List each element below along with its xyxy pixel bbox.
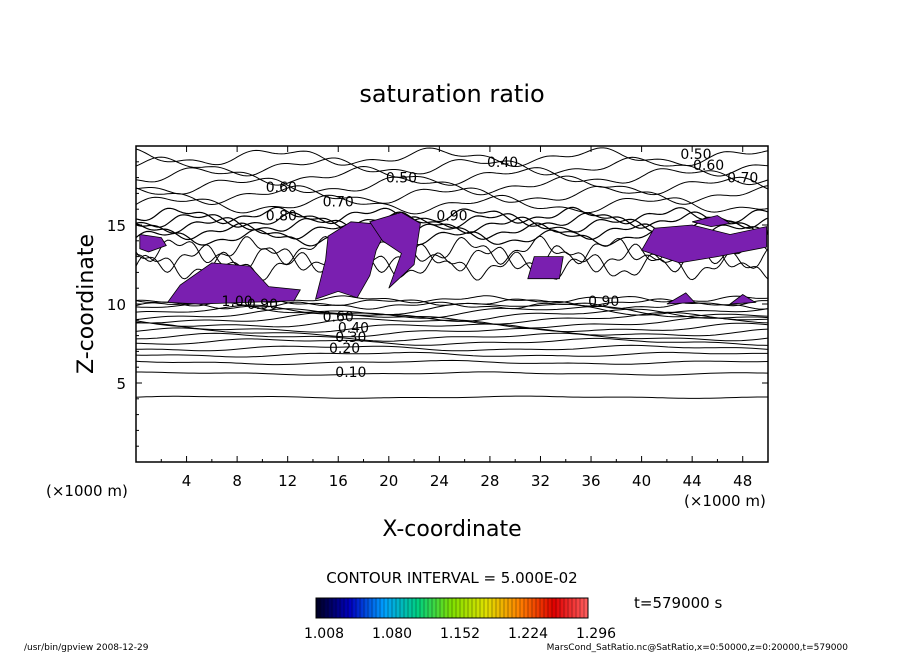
footer-left: /usr/bin/gpview 2008-12-29 [24, 643, 149, 653]
contour-line [136, 345, 768, 351]
colorbar-label: 1.008 [304, 626, 344, 642]
contour-label: 0.60 [323, 310, 354, 326]
contour-line [136, 148, 768, 167]
x-tick-label: 36 [581, 472, 600, 490]
supersaturation-patch [528, 257, 563, 279]
x-tick-label: 8 [232, 472, 242, 490]
time-label: t=579000 s [634, 594, 722, 612]
contour-label: 0.70 [727, 171, 758, 187]
contour-line [136, 323, 768, 332]
chart-title: saturation ratio [359, 80, 544, 108]
contour-label: 0.60 [266, 180, 297, 196]
x-tick-label: 24 [430, 472, 449, 490]
contour-line [136, 186, 768, 205]
contour-line [136, 396, 768, 398]
x-unit-label: (×1000 m) [684, 492, 766, 510]
contour-label: 0.80 [266, 209, 297, 225]
contour-label: 0.10 [335, 365, 366, 381]
colorbar-label: 1.152 [440, 626, 480, 642]
colorbar-label: 1.296 [576, 626, 616, 642]
x-tick-label: 44 [683, 472, 702, 490]
colorbar-labels: 1.008 1.080 1.152 1.224 1.296 [304, 626, 616, 642]
footer-right: MarsCond_SatRatio.nc@SatRatio,x=0:50000,… [547, 643, 849, 653]
contour-line [136, 360, 768, 364]
supersaturation-patch [667, 293, 695, 304]
y-axis-title: Z-coordinate [74, 234, 99, 374]
contour-interval-text: CONTOUR INTERVAL = 5.000E-02 [326, 569, 577, 587]
contour-line [136, 167, 768, 186]
x-tick-label: 40 [632, 472, 651, 490]
x-tick-label: 48 [733, 472, 752, 490]
x-tick-label: 12 [278, 472, 297, 490]
contour-label: 0.90 [588, 294, 619, 310]
contour-label: 0.50 [386, 171, 417, 187]
z-unit-label: (×1000 m) [46, 482, 128, 500]
contour-label: 0.40 [487, 155, 518, 171]
x-tick-label: 16 [329, 472, 348, 490]
contour-line [136, 338, 768, 345]
contour-label: 0.60 [693, 158, 724, 174]
contour-label: 1.00 [222, 294, 253, 310]
colorbar-label: 1.080 [372, 626, 412, 642]
supersaturation-patch [140, 235, 167, 252]
supersaturation-patch [370, 212, 421, 288]
x-tick-label: 4 [182, 472, 192, 490]
contour-label: 0.70 [323, 194, 354, 210]
supersaturation-patch [642, 225, 767, 263]
contour-label: 0.90 [436, 209, 467, 225]
x-axis-title: X-coordinate [382, 517, 521, 542]
contour-line [136, 372, 768, 375]
x-tick-label: 32 [531, 472, 550, 490]
y-tick-label: 5 [116, 375, 126, 393]
y-tick-label: 15 [107, 217, 126, 235]
colorbar-label: 1.224 [508, 626, 548, 642]
contour-line [136, 352, 768, 357]
y-tick-label: 10 [107, 296, 126, 314]
x-tick-label: 28 [480, 472, 499, 490]
x-tick-label: 20 [379, 472, 398, 490]
contour-labels: 0.100.200.300.400.600.901.00 0.900.400.50… [222, 147, 759, 381]
